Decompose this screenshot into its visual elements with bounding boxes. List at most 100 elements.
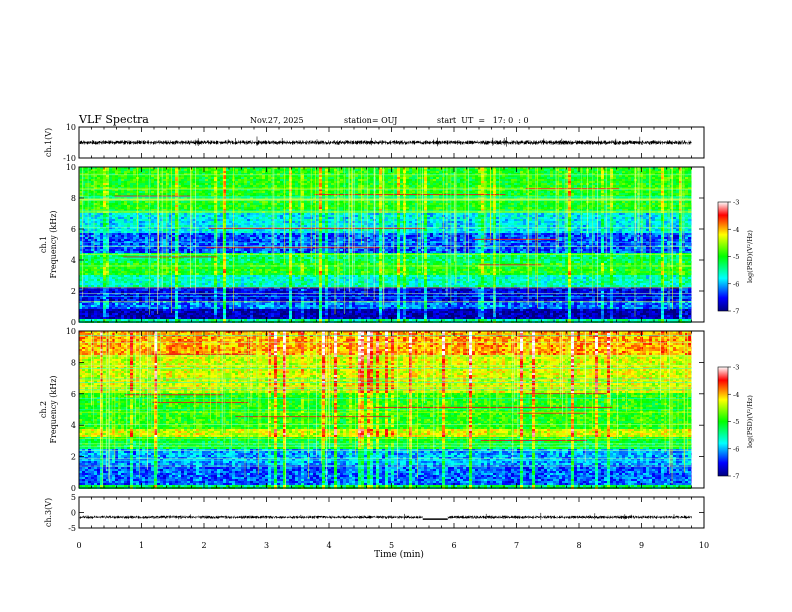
spectrogram-column: [85, 331, 88, 489]
spectrogram-column: [145, 167, 148, 323]
spectrogram-column: [469, 167, 472, 323]
spectrogram-column: [202, 331, 205, 489]
spectrogram-column: [499, 331, 502, 489]
spectrogram-column: [97, 167, 100, 323]
spectrogram-column: [289, 331, 292, 489]
spectrogram-column: [160, 167, 163, 323]
spectrogram-column: [565, 331, 568, 489]
time-tick-label: 4: [326, 541, 331, 550]
colorbar-tick-label: -3: [733, 199, 739, 207]
spectrogram-column: [322, 331, 325, 489]
spectrogram-column: [142, 167, 145, 323]
spectrogram-column: [163, 167, 166, 323]
spectrogram-column: [622, 167, 625, 323]
spectrogram-column: [481, 167, 484, 323]
spectrogram-column: [691, 331, 692, 489]
spectrogram-column: [538, 167, 541, 323]
spectrogram-column: [112, 167, 115, 323]
colorbar-tick-label: -7: [733, 473, 739, 481]
spectrogram-column: [652, 331, 655, 489]
spectrogram-column: [460, 331, 463, 489]
colorbar-tick-label: -3: [733, 364, 739, 372]
spectrogram-column: [457, 331, 460, 489]
spectrogram-column: [556, 167, 559, 323]
spectrogram-column: [307, 167, 310, 323]
spectrogram-column: [151, 167, 154, 323]
spectrogram-column: [409, 331, 412, 489]
no-data-region: [691, 167, 704, 322]
spectrogram-column: [181, 167, 184, 323]
spectrogram-column: [490, 331, 493, 489]
spectrogram-column: [373, 331, 376, 489]
spectrogram-column: [154, 167, 157, 323]
time-tick-label: 8: [576, 541, 581, 550]
spectrogram-column: [130, 167, 133, 323]
spectrogram-column: [571, 331, 574, 489]
spectrogram-column: [187, 167, 190, 323]
spectrogram-column: [604, 167, 607, 323]
spectrogram-column: [136, 331, 139, 489]
spectrogram-column: [274, 331, 277, 489]
spectrogram-column: [532, 167, 535, 323]
spectrogram-column: [643, 167, 646, 323]
spectrogram-column: [316, 167, 319, 323]
spectrogram-column: [508, 331, 511, 489]
spectrogram-column: [625, 167, 628, 323]
spectrogram-column: [106, 167, 109, 323]
no-data-region: [691, 331, 704, 488]
spectrogram-column: [340, 167, 343, 323]
time-tick-label: 9: [639, 541, 644, 550]
spectrogram-column: [103, 331, 106, 489]
spectrogram-column: [412, 167, 415, 323]
spectrogram-column: [109, 331, 112, 489]
time-tick-label: 1: [139, 541, 144, 550]
spectrogram-column: [358, 331, 361, 489]
ch2-spectrogram-panel: 0 2 4 6 8 10 ch.2 Frequency (kHz): [39, 327, 705, 493]
spectrogram-column: [598, 167, 601, 323]
spectrogram-column: [205, 331, 208, 489]
spectrogram-column: [319, 167, 322, 323]
ch2-spectrogram-ylabel: Frequency (kHz): [49, 375, 58, 443]
spectrogram-column: [469, 331, 472, 489]
colorbar-tick-label: -4: [733, 391, 739, 399]
spectrogram-column: [295, 167, 298, 323]
spectrogram-column: [520, 331, 523, 489]
spectrogram-column: [538, 331, 541, 489]
spectrogram-column: [175, 167, 178, 323]
spectrogram-column: [400, 331, 403, 489]
spectrogram-column: [346, 331, 349, 489]
ch2-frequency-tick-label: 10: [66, 327, 76, 336]
colorbar-label: log(PSD)(V²/Hz): [746, 395, 754, 448]
spectrogram-column: [127, 167, 130, 323]
spectrogram-column: [553, 331, 556, 489]
spectrogram-column: [229, 167, 232, 323]
spectrogram-column: [505, 331, 508, 489]
spectrogram-column: [424, 167, 427, 323]
spectrogram-column: [637, 331, 640, 489]
spectrogram-column: [517, 331, 520, 489]
spectrogram-column: [427, 331, 430, 489]
ch2-frequency-tick-label: 2: [71, 453, 76, 462]
spectrogram-column: [298, 331, 301, 489]
ch2-frequency-tick-label: 8: [71, 358, 76, 367]
spectrogram-column: [184, 167, 187, 323]
spectrogram-column: [88, 331, 91, 489]
spectrogram-column: [226, 167, 229, 323]
spectrogram-column: [259, 167, 262, 323]
spectrogram-column: [442, 331, 445, 489]
spectrogram-column: [487, 167, 490, 323]
spectrogram-column: [643, 331, 646, 489]
spectrogram-column: [340, 331, 343, 489]
ch1-frequency-tick-label: 10: [66, 163, 76, 172]
spectrogram-column: [691, 167, 692, 323]
spectrogram-column: [223, 167, 226, 323]
ch1-waveform-panel: 10 -10 ch.1(V): [44, 123, 705, 163]
spectrogram-column: [631, 331, 634, 489]
spectrogram-column: [460, 167, 463, 323]
spectrogram-column: [529, 167, 532, 323]
spectrogram-column: [673, 167, 676, 323]
spectrogram-column: [475, 331, 478, 489]
spectrogram-column: [598, 331, 601, 489]
spectrogram-column: [220, 331, 223, 489]
